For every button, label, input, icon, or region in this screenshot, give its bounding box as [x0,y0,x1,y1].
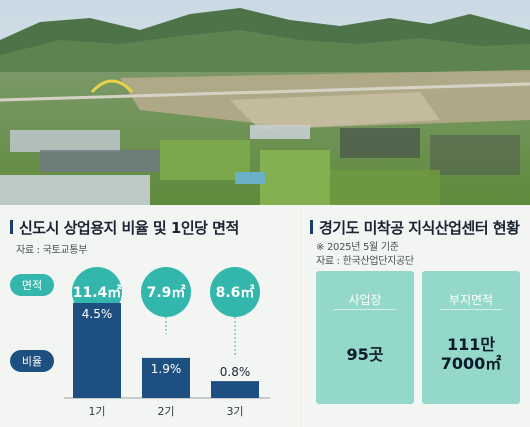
row-label-ratio: 비율 [10,350,54,372]
card-land-area-value-line2: 7000㎡ [440,354,502,373]
area-value-2: 7.9㎡ [147,284,186,301]
card-sites: 사업장 95곳 [316,271,414,404]
area-bubble-3 [210,267,260,317]
chart-source: 자료 : 국토교통부 [16,245,88,256]
area-value-3: 8.6㎡ [216,284,255,301]
row-label-area: 면적 [10,274,54,296]
left-panel: 신도시 상업용지 비율 및 1인당 면적 자료 : 국토교통부 면적 비율 11… [0,205,300,427]
chart-title: 신도시 상업용지 비율 및 1인당 면적 [10,217,239,238]
ratio-value-2: 1.9% [151,362,182,376]
card-sites-label: 사업장 [348,293,382,307]
ratio-bar-2 [142,357,190,398]
area-value-1: 11.4㎡ [73,284,122,301]
right-title: 경기도 미착공 지식산업센터 현황 [310,217,520,238]
card-sites-divider [334,309,396,310]
chart-svg: 11.4㎡ 4.5% 1기 7.9㎡ 1.9% 2기 8.6㎡ 0.8% 3기 [64,267,270,418]
category-label-1: 1기 [88,405,105,418]
card-sites-value: 95곳 [346,345,384,364]
area-bubble-2 [141,267,191,317]
card-land-area-divider [440,309,502,310]
ratio-value-3: 0.8% [220,365,251,379]
right-title-text: 경기도 미착공 지식산업센터 현황 [319,219,520,237]
category-label-2: 2기 [157,405,174,418]
ratio-value-1: 4.5% [82,307,113,321]
card-land-area-label: 부지면적 [448,293,494,307]
card-land-area: 부지면적 111만 7000㎡ [422,271,520,404]
right-title-accent-bar [310,220,313,234]
right-note: ※ 2025년 5월 기준 [316,242,399,253]
ratio-bar-1 [73,303,121,398]
category-label-3: 3기 [226,405,243,418]
chart-title-text: 신도시 상업용지 비율 및 1인당 면적 [19,219,239,237]
card-land-area-value-line1: 111만 [446,335,496,354]
right-panel: 경기도 미착공 지식산업센터 현황 ※ 2025년 5월 기준 자료 : 한국산… [302,205,530,427]
title-accent-bar [10,220,13,234]
ratio-bar-3 [211,381,259,398]
right-source: 자료 : 한국산업단지공단 [316,256,414,267]
aerial-photo [0,0,530,205]
